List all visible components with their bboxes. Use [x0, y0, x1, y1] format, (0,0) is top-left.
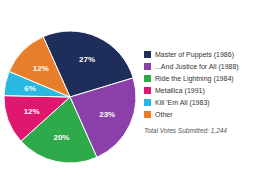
- pie: [4, 31, 136, 163]
- data-label: 6%: [24, 84, 36, 93]
- pie-slice: [9, 37, 70, 97]
- legend-swatch: [144, 111, 151, 118]
- pie-slice: [4, 96, 70, 142]
- legend-swatch: [144, 99, 151, 106]
- legend-swatch: [144, 75, 151, 82]
- chart: 27% 23% 20% 12% 6% 12% Master of Puppets (1986…: [0, 0, 260, 194]
- legend: Master of Puppets (1986) ...And Justice f…: [144, 51, 239, 118]
- legend-swatch: [144, 87, 151, 94]
- legend-swatch: [144, 63, 151, 70]
- legend-label: Kill 'Em All (1983): [155, 99, 210, 107]
- data-label: 12%: [24, 107, 40, 116]
- legend-label: ...And Justice for All (1988): [155, 63, 239, 71]
- data-labels: 27% 23% 20% 12% 6% 12%: [24, 55, 116, 141]
- background: [0, 0, 260, 194]
- legend-label: Master of Puppets (1986): [155, 51, 234, 59]
- data-label: 12%: [33, 64, 49, 73]
- data-label: 27%: [79, 55, 95, 64]
- legend-label: Ride the Lightning (1984): [155, 75, 234, 83]
- legend-label: Other: [155, 111, 173, 118]
- annotation: Total Votes Submitted: 1,244: [144, 127, 227, 134]
- legend-label: Metallica (1991): [155, 87, 205, 95]
- data-label: 23%: [99, 110, 115, 119]
- legend-swatch: [144, 51, 151, 58]
- data-label: 20%: [53, 133, 69, 142]
